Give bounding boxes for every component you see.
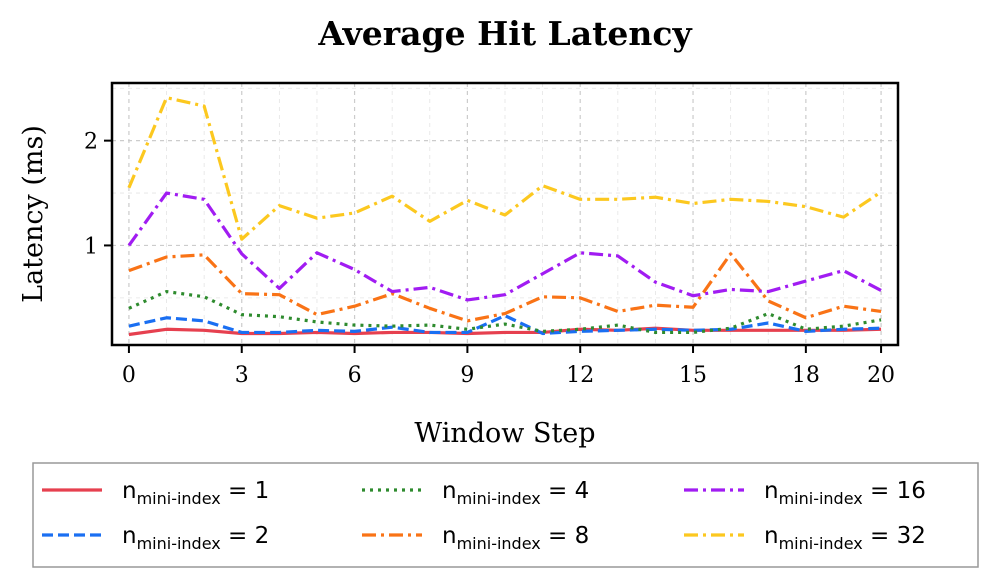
x-tick-label: 18: [792, 363, 820, 388]
y-axis-label: Latency (ms): [18, 125, 49, 303]
legend-label-n-4: nmini-index = 4: [442, 478, 589, 508]
legend-label-n-16: nmini-index = 16: [764, 478, 926, 508]
y-tick-label: 1: [84, 234, 98, 259]
x-tick-label: 12: [566, 363, 594, 388]
legend-frame: [32, 462, 979, 568]
chart-title: Average Hit Latency: [317, 14, 692, 53]
x-tick-label: 0: [122, 363, 136, 388]
x-tick-label: 15: [679, 363, 707, 388]
legend-label-n-32: nmini-index = 32: [764, 523, 926, 553]
legend-label-n-8: nmini-index = 8: [442, 523, 589, 553]
y-tick-label: 2: [84, 130, 98, 155]
series-lines: [127, 96, 882, 337]
series-line-n-16: [127, 191, 882, 302]
series-line-n-2: [128, 314, 882, 336]
plot-frame: [110, 81, 900, 347]
series-line-n-32: [127, 96, 882, 241]
x-tick-label: 3: [235, 363, 249, 388]
series-line-n-4: [128, 289, 882, 335]
x-axis-label: Window Step: [414, 418, 595, 449]
x-tick-label: 6: [348, 363, 362, 388]
legend: nmini-index = 1 nmini-index = 2 nmini-inde…: [32, 462, 979, 568]
legend-label-n-2: nmini-index = 2: [122, 523, 269, 553]
legend-label-n-1: nmini-index = 1: [122, 478, 269, 508]
grid: [112, 83, 898, 345]
x-tick-label: 9: [460, 363, 474, 388]
series-line-n-8: [128, 252, 882, 323]
x-tick-label: 20: [867, 363, 895, 388]
